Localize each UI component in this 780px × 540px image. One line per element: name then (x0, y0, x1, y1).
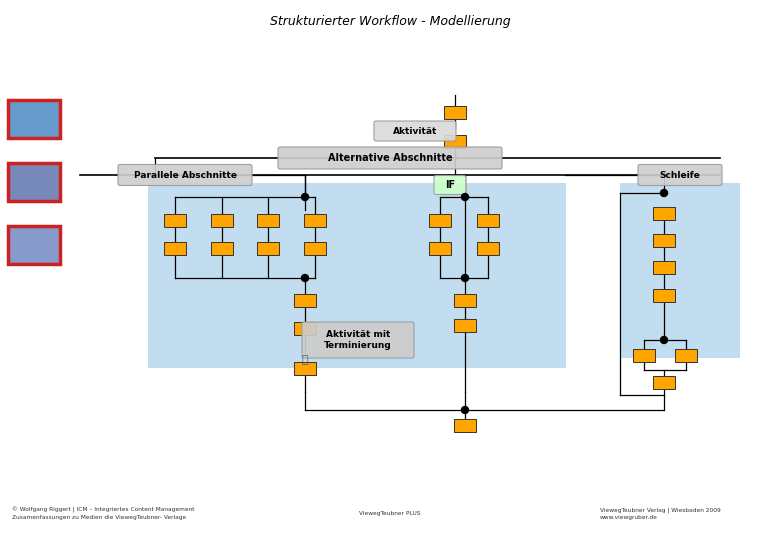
FancyBboxPatch shape (118, 165, 252, 186)
Circle shape (302, 193, 309, 200)
FancyBboxPatch shape (434, 176, 466, 194)
FancyBboxPatch shape (653, 233, 675, 246)
FancyBboxPatch shape (653, 206, 675, 219)
Text: ⌖: ⌖ (302, 355, 308, 365)
FancyBboxPatch shape (620, 183, 740, 358)
FancyBboxPatch shape (633, 348, 655, 361)
FancyBboxPatch shape (653, 260, 675, 273)
FancyBboxPatch shape (454, 294, 476, 307)
Circle shape (462, 274, 469, 281)
Circle shape (661, 336, 668, 343)
FancyBboxPatch shape (257, 241, 279, 254)
FancyBboxPatch shape (278, 147, 502, 169)
FancyBboxPatch shape (477, 241, 499, 254)
FancyBboxPatch shape (653, 375, 675, 388)
FancyBboxPatch shape (675, 348, 697, 361)
Circle shape (462, 193, 469, 200)
FancyBboxPatch shape (374, 121, 456, 141)
FancyBboxPatch shape (8, 100, 60, 138)
FancyBboxPatch shape (164, 241, 186, 254)
FancyBboxPatch shape (304, 213, 326, 226)
Text: ViewegTeubner PLUS: ViewegTeubner PLUS (360, 511, 420, 516)
FancyBboxPatch shape (304, 241, 326, 254)
Text: ViewegTeubner Verlag | Wiesbaden 2009: ViewegTeubner Verlag | Wiesbaden 2009 (600, 507, 721, 513)
FancyBboxPatch shape (454, 319, 476, 332)
Circle shape (462, 407, 469, 414)
FancyBboxPatch shape (257, 213, 279, 226)
FancyBboxPatch shape (148, 183, 566, 368)
Text: Strukturierter Workflow - Modellierung: Strukturierter Workflow - Modellierung (270, 16, 510, 29)
FancyBboxPatch shape (302, 322, 414, 358)
FancyBboxPatch shape (211, 213, 233, 226)
FancyBboxPatch shape (211, 241, 233, 254)
Text: Aktivität: Aktivität (393, 126, 437, 136)
Text: Alternative Abschnitte: Alternative Abschnitte (328, 153, 452, 163)
FancyBboxPatch shape (294, 361, 316, 375)
FancyBboxPatch shape (294, 321, 316, 334)
FancyBboxPatch shape (164, 213, 186, 226)
FancyBboxPatch shape (444, 105, 466, 118)
FancyBboxPatch shape (8, 226, 60, 264)
Circle shape (661, 190, 668, 197)
Text: Zusamenfassungen zu Medien die ViewegTeubner- Verlage: Zusamenfassungen zu Medien die ViewegTeu… (12, 516, 186, 521)
FancyBboxPatch shape (429, 213, 451, 226)
Text: Aktivität mit
Terminierung: Aktivität mit Terminierung (324, 330, 392, 350)
FancyBboxPatch shape (653, 288, 675, 301)
FancyBboxPatch shape (444, 134, 466, 147)
FancyBboxPatch shape (454, 418, 476, 431)
FancyBboxPatch shape (477, 213, 499, 226)
FancyBboxPatch shape (8, 163, 60, 201)
Text: Parallele Abschnitte: Parallele Abschnitte (133, 171, 236, 179)
Text: Schleife: Schleife (660, 171, 700, 179)
Text: IF: IF (445, 180, 455, 190)
FancyBboxPatch shape (294, 294, 316, 307)
FancyBboxPatch shape (429, 241, 451, 254)
Text: © Wolfgang Riggert | ICM – Integriertes Content Management: © Wolfgang Riggert | ICM – Integriertes … (12, 507, 194, 513)
Circle shape (302, 274, 309, 281)
FancyBboxPatch shape (638, 165, 722, 186)
Text: www.viewgruber.de: www.viewgruber.de (600, 516, 658, 521)
